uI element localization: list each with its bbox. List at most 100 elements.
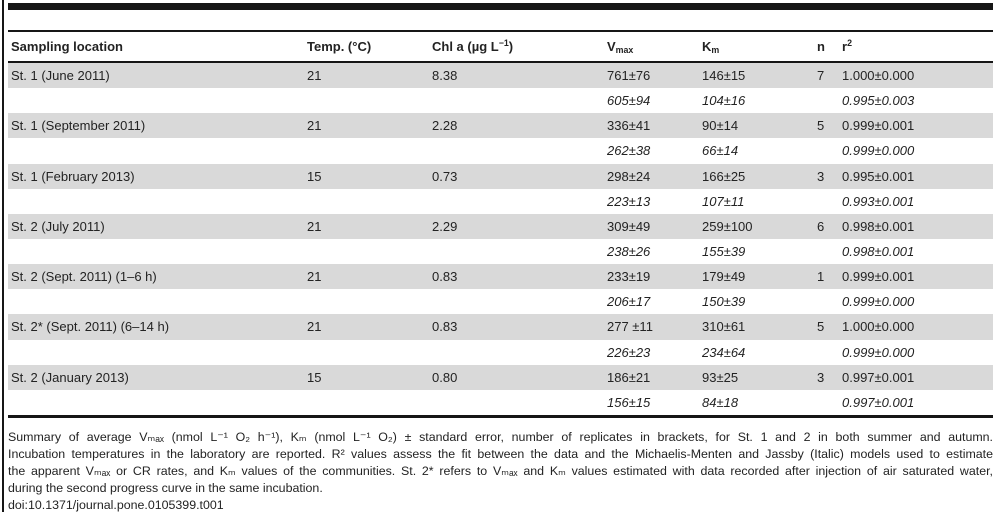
table-row: St. 2* (Sept. 2011) (6–14 h) 21 0.83 277 ±1…	[8, 314, 993, 340]
table-cell-r2: 0.997±0.001	[842, 394, 915, 410]
table-cell-chl-a: 0.73	[432, 168, 458, 184]
table-cell-vmax: 761±76	[607, 68, 651, 84]
table-cell-r2: 0.999±0.001	[842, 269, 915, 285]
table-cell-sampling-location: St. 1 (September 2011)	[11, 118, 146, 134]
table-cell-vmax: 156±15	[607, 394, 651, 410]
table-cell-vmax: 605±94	[607, 93, 651, 109]
table-cell-km: 234±64	[702, 344, 746, 360]
table-cell-km: 155±39	[702, 244, 746, 260]
column-header-temp: Temp. (°C)	[307, 39, 372, 54]
table-row: St. 2 (January 2013) 15 0.80 186±21 93±25 3 0.…	[8, 364, 993, 390]
table-cell-r2: 1.000±0.000	[842, 319, 915, 335]
footnote-line: the apparent Vₘₐₓ or CR rates, and Kₘ va…	[8, 464, 993, 478]
table-cell-vmax: 298±24	[607, 168, 651, 184]
table-cell-n: 6	[817, 218, 825, 234]
table-title-divider-bar	[8, 3, 993, 10]
table-cell-n: 7	[817, 68, 825, 84]
table-cell-chl-a: 8.38	[432, 68, 458, 84]
table-cell-km: 179±49	[702, 269, 746, 285]
table-cell-sampling-location: St. 2* (Sept. 2011) (6–14 h)	[11, 319, 170, 335]
footnote-line: during the second progress curve in the …	[8, 481, 323, 495]
table-cell-km: 146±15	[702, 68, 746, 84]
table-cell-vmax: 238±26	[607, 244, 651, 260]
table-cell-n: 5	[817, 118, 825, 134]
table-cell-r2: 0.995±0.003	[842, 93, 915, 109]
table-cell-r2: 0.998±0.001	[842, 218, 915, 234]
table-row: 223±13 107±11 0.993±0.001	[8, 189, 993, 214]
table-cell-r2: 0.997±0.001	[842, 369, 915, 385]
table-cell-chl-a: 2.28	[432, 118, 458, 134]
table-cell-sampling-location: St. 1 (February 2013)	[11, 168, 135, 184]
table-cell-km: 310±61	[702, 319, 746, 335]
table-cell-temp: 15	[307, 369, 322, 385]
table-cell-temp: 21	[307, 218, 322, 234]
column-header-chl-a: Chl a (µg L−1)	[432, 39, 514, 54]
table-row: 262±38 66±14 0.999±0.000	[8, 138, 993, 163]
table-cell-km: 166±25	[702, 168, 746, 184]
table-cell-n: 3	[817, 168, 825, 184]
footnote-line: Summary of average Vₘₐₓ (nmol L⁻¹ O₂ h⁻¹…	[8, 430, 993, 444]
table-cell-r2: 0.999±0.000	[842, 294, 915, 310]
table-cell-vmax: 226±23	[607, 344, 651, 360]
page-left-border	[2, 0, 4, 512]
table-cell-km: 90±14	[702, 118, 739, 134]
doi-line: doi:10.1371/journal.pone.0105399.t001	[8, 498, 224, 512]
column-header-km: Km	[702, 39, 720, 54]
table-cell-km: 107±11	[702, 193, 745, 209]
table-row: St. 1 (September 2011) 21 2.28 336±41 90±14 5…	[8, 113, 993, 139]
table-cell-n: 5	[817, 319, 825, 335]
table-cell-sampling-location: St. 2 (Sept. 2011) (1–6 h)	[11, 269, 157, 285]
results-table: Sampling location Temp. (°C) Chl a (µg L−1…	[8, 30, 993, 418]
table-cell-temp: 21	[307, 118, 322, 134]
table-cell-sampling-location: St. 2 (July 2011)	[11, 218, 105, 234]
table-cell-chl-a: 0.80	[432, 369, 458, 385]
footnote-line: Incubation temperatures in the laborator…	[8, 447, 993, 461]
table-cell-r2: 0.999±0.000	[842, 344, 915, 360]
column-header-n: n	[817, 39, 825, 54]
table-cell-sampling-location: St. 2 (January 2013)	[11, 369, 129, 385]
table-cell-sampling-location: St. 1 (June 2011)	[11, 68, 110, 84]
table-cell-km: 150±39	[702, 294, 746, 310]
table-row: 238±26 155±39 0.998±0.001	[8, 239, 993, 264]
table-body: St. 1 (June 2011) 21 8.38 761±76 146±15 7 1.00…	[8, 63, 993, 415]
table-cell-n: 3	[817, 369, 825, 385]
table-top-rule	[8, 30, 993, 32]
table-row: St. 1 (June 2011) 21 8.38 761±76 146±15 7 1.00…	[8, 63, 993, 89]
table-cell-n: 1	[817, 269, 825, 285]
table-cell-temp: 15	[307, 168, 322, 184]
table-cell-vmax: 206±17	[607, 294, 651, 310]
table-row: St. 1 (February 2013) 15 0.73 298±24 166±25 3…	[8, 163, 993, 189]
table-cell-r2: 0.999±0.001	[842, 118, 915, 134]
table-cell-km: 66±14	[702, 143, 739, 159]
table-cell-vmax: 186±21	[607, 369, 651, 385]
table-footnote: Summary of average Vₘₐₓ (nmol L⁻¹ O₂ h⁻¹…	[8, 429, 993, 514]
table-cell-km: 104±16	[702, 93, 746, 109]
table-row: St. 2 (Sept. 2011) (1–6 h) 21 0.83 233±19 17…	[8, 264, 993, 290]
table-cell-chl-a: 0.83	[432, 269, 458, 285]
column-header-vmax: Vmax	[607, 39, 634, 54]
table-cell-km: 84±18	[702, 394, 739, 410]
table-cell-r2: 0.995±0.001	[842, 168, 915, 184]
table-cell-r2: 0.998±0.001	[842, 244, 915, 260]
column-header-sampling-location: Sampling location	[11, 39, 123, 54]
table-row: 605±94 104±16 0.995±0.003	[8, 88, 993, 113]
table-cell-r2: 0.999±0.000	[842, 143, 915, 159]
table-cell-temp: 21	[307, 269, 322, 285]
table-cell-r2: 0.993±0.001	[842, 193, 915, 209]
table-cell-vmax: 277 ±11	[607, 319, 653, 335]
table-cell-chl-a: 2.29	[432, 218, 458, 234]
table-cell-km: 93±25	[702, 369, 739, 385]
table-cell-vmax: 262±38	[607, 143, 651, 159]
table-cell-temp: 21	[307, 68, 322, 84]
table-cell-km: 259±100	[702, 218, 753, 234]
table-cell-vmax: 309±49	[607, 218, 651, 234]
table-cell-vmax: 336±41	[607, 118, 651, 134]
table-cell-vmax: 223±13	[607, 193, 651, 209]
table-header-row: Sampling location Temp. (°C) Chl a (µg L−1…	[8, 32, 993, 63]
table-bottom-rule	[8, 414, 993, 418]
table-row: 226±23 234±64 0.999±0.000	[8, 340, 993, 365]
table-cell-r2: 1.000±0.000	[842, 68, 915, 84]
table-cell-vmax: 233±19	[607, 269, 651, 285]
table-cell-chl-a: 0.83	[432, 319, 458, 335]
